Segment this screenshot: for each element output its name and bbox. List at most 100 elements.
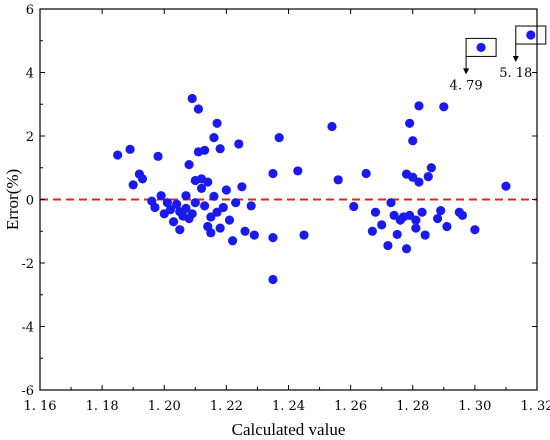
data-point (405, 210, 415, 220)
data-point (206, 212, 216, 222)
data-point (426, 163, 436, 173)
data-point (181, 203, 191, 213)
data-point (125, 144, 135, 154)
data-point (237, 182, 247, 192)
data-point (113, 150, 123, 160)
data-point (526, 30, 536, 40)
data-point (203, 177, 213, 187)
data-point (408, 172, 418, 182)
data-point (411, 223, 421, 233)
data-point (168, 217, 179, 227)
data-point (218, 202, 228, 213)
annotation-arrowhead (463, 68, 470, 75)
data-point (268, 274, 278, 285)
data-point (386, 198, 396, 208)
data-point (200, 201, 210, 211)
data-point (209, 191, 219, 201)
data-point (370, 207, 381, 217)
data-point (405, 118, 415, 128)
data-point (383, 240, 393, 251)
data-point (184, 159, 194, 170)
x-tick-label: 1. 32 (520, 399, 550, 414)
data-point (501, 181, 511, 191)
data-point (293, 166, 303, 176)
data-point (156, 191, 166, 201)
data-point (150, 202, 160, 213)
data-point (153, 151, 163, 161)
data-point (333, 175, 343, 185)
data-point (190, 198, 200, 208)
data-point (414, 101, 424, 111)
data-point (215, 144, 225, 154)
data-point (128, 180, 138, 190)
data-point (187, 93, 197, 104)
y-tick-label: 0 (26, 194, 34, 209)
x-axis-title: Calculated value (232, 420, 346, 439)
data-point (175, 225, 185, 235)
data-point (442, 221, 452, 232)
x-tick-label: 1. 22 (210, 399, 243, 414)
annotations: 4. 79 5. 18 (450, 25, 547, 93)
data-point (246, 201, 256, 211)
x-tick-label: 1. 24 (272, 399, 305, 414)
data-point (414, 177, 424, 187)
y-tick-label: 4 (26, 67, 34, 82)
data-point (457, 210, 468, 220)
data-point (227, 236, 238, 246)
x-tick-label: 1. 28 (396, 399, 429, 414)
annotation-label: 4. 79 (450, 78, 483, 93)
axes: 1. 16 1. 18 1. 20 1. 22 1. 24 1. 26 1. 28 1. 30… (21, 3, 550, 414)
annotation-box (465, 37, 497, 57)
data-point (215, 223, 225, 233)
y-tick-label: -2 (21, 257, 34, 272)
data-point (200, 145, 210, 155)
data-point (181, 191, 191, 201)
data-point (420, 230, 430, 240)
data-point (439, 102, 449, 112)
data-point (367, 226, 377, 236)
data-point (193, 104, 204, 114)
annotation-box (515, 25, 547, 45)
data-point (249, 230, 259, 240)
annotation-label: 5. 18 (499, 66, 532, 81)
data-point (327, 121, 337, 132)
data-point (417, 207, 427, 217)
data-point (268, 168, 278, 179)
data-point (221, 185, 231, 195)
data-point (377, 220, 387, 230)
data-point (172, 199, 182, 209)
data-point (224, 215, 235, 225)
data-point (209, 132, 219, 143)
y-axis-title: Error(%) (3, 169, 22, 230)
data-point (234, 139, 244, 149)
data-point (206, 228, 216, 238)
data-point (212, 207, 222, 217)
data-point (361, 168, 371, 179)
y-tick-label: -4 (21, 321, 34, 336)
data-point (423, 172, 433, 182)
x-tick-label: 1. 26 (334, 399, 367, 414)
data-point (408, 136, 418, 146)
data-point (196, 183, 207, 193)
data-point (240, 226, 250, 236)
data-point (401, 244, 412, 254)
data-point (162, 198, 172, 208)
data-point (411, 215, 421, 225)
data-point (433, 213, 443, 224)
data-point (274, 132, 284, 143)
x-tick-label: 1. 20 (148, 399, 181, 414)
data-point (392, 229, 402, 240)
x-tick-label: 1. 16 (23, 399, 56, 414)
data-point (187, 209, 197, 219)
data-point (137, 174, 148, 184)
y-tick-label: -6 (21, 384, 34, 399)
y-tick-label: 2 (26, 130, 34, 145)
data-point (231, 198, 241, 208)
data-points (113, 30, 536, 285)
x-tick-label: 1. 18 (86, 399, 119, 414)
data-point (268, 233, 278, 243)
data-point (349, 201, 359, 212)
x-tick-label: 1. 30 (458, 399, 491, 414)
y-tick-label: 6 (26, 3, 34, 18)
